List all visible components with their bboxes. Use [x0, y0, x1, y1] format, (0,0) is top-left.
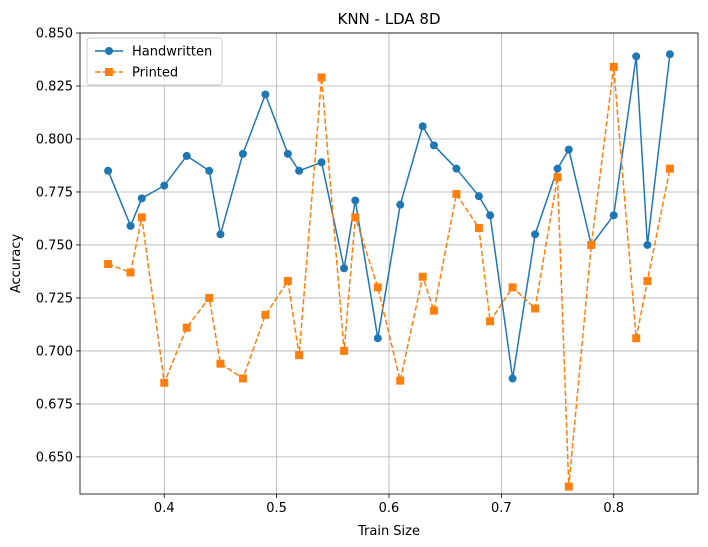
data-point-printed [564, 482, 573, 491]
y-tick-label: 0.850 [36, 27, 73, 42]
y-tick-label: 0.650 [36, 450, 73, 465]
data-point-printed [643, 276, 652, 285]
data-point-handwritten [104, 166, 113, 175]
data-point-printed [295, 351, 304, 360]
legend-label-printed: Printed [132, 66, 178, 81]
data-point-handwritten [295, 166, 304, 175]
data-point-handwritten [351, 196, 360, 205]
grid-layer [80, 32, 698, 494]
data-point-handwritten [486, 211, 495, 220]
data-point-handwritten [429, 141, 438, 150]
data-point-printed [126, 268, 135, 277]
legend-marker-handwritten [105, 47, 113, 55]
data-point-handwritten [564, 145, 573, 154]
data-point-handwritten [373, 334, 382, 343]
data-point-handwritten [261, 90, 270, 99]
y-tick-label: 0.750 [36, 238, 73, 253]
data-point-printed [508, 283, 517, 292]
data-point-handwritten [418, 122, 427, 131]
data-point-printed [553, 173, 562, 182]
data-point-printed [182, 323, 191, 332]
data-point-handwritten [126, 221, 135, 230]
series-line-handwritten [107, 54, 671, 380]
x-tick-label: 0.4 [154, 501, 175, 516]
data-point-printed [429, 306, 438, 315]
data-point-handwritten [643, 240, 652, 249]
data-point-handwritten [665, 50, 674, 59]
data-point-handwritten [283, 149, 292, 158]
data-point-handwritten [160, 181, 169, 190]
data-point-handwritten [396, 200, 405, 209]
y-tick-label: 0.725 [36, 291, 73, 306]
data-point-handwritten [238, 149, 247, 158]
data-point-printed [317, 73, 326, 82]
data-point-handwritten [216, 230, 225, 239]
data-point-printed [238, 374, 247, 383]
data-point-handwritten [474, 192, 483, 201]
data-point-printed [474, 223, 483, 232]
data-point-printed [396, 376, 405, 385]
data-point-printed [486, 317, 495, 326]
data-point-handwritten [137, 194, 146, 203]
data-point-printed [283, 276, 292, 285]
data-point-printed [160, 378, 169, 387]
data-point-printed [632, 334, 641, 343]
data-point-printed [418, 272, 427, 281]
data-point-printed [609, 62, 618, 71]
data-point-printed [137, 213, 146, 222]
y-tick-label: 0.700 [36, 344, 73, 359]
x-axis-label: Train Size [357, 524, 420, 539]
legend-label-handwritten: Handwritten [132, 45, 212, 60]
x-tick-label: 0.8 [603, 501, 624, 516]
data-point-handwritten [632, 52, 641, 61]
series-line-printed [107, 66, 671, 488]
data-point-printed [104, 260, 113, 269]
data-point-printed [587, 240, 596, 249]
data-point-printed [351, 213, 360, 222]
y-tick-label: 0.825 [36, 79, 73, 94]
data-point-handwritten [340, 264, 349, 273]
axes-layer: 0.4 0.5 0.6 0.7 0.8 0.650 0.675 0.700 0.725 0.750… [36, 27, 624, 517]
y-axis-label: Accuracy [9, 234, 24, 294]
data-point-handwritten [317, 158, 326, 167]
x-tick-label: 0.5 [266, 501, 287, 516]
series-layer [104, 50, 674, 491]
data-point-handwritten [553, 164, 562, 173]
legend: Handwritten Printed [86, 37, 223, 86]
y-tick-label: 0.775 [36, 185, 73, 200]
data-point-handwritten [531, 230, 540, 239]
y-tick-label: 0.800 [36, 132, 73, 147]
data-point-handwritten [452, 164, 461, 173]
data-point-printed [216, 359, 225, 368]
data-point-handwritten [609, 211, 618, 220]
data-point-printed [531, 304, 540, 313]
data-point-handwritten [508, 374, 517, 383]
legend-box [86, 37, 223, 86]
data-point-handwritten [205, 166, 214, 175]
data-point-printed [665, 164, 674, 173]
data-point-printed [373, 283, 382, 292]
x-tick-label: 0.6 [379, 501, 400, 516]
data-point-printed [205, 293, 214, 302]
legend-marker-printed [105, 68, 113, 76]
data-point-printed [452, 190, 461, 199]
chart-title: KNN - LDA 8D [338, 10, 441, 28]
x-tick-label: 0.7 [491, 501, 512, 516]
data-point-printed [340, 346, 349, 355]
data-point-printed [261, 310, 270, 319]
y-tick-label: 0.675 [36, 397, 73, 412]
data-point-handwritten [182, 151, 191, 160]
